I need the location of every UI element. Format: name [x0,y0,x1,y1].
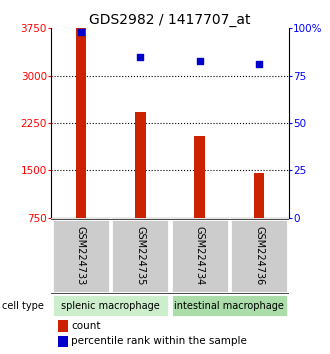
Bar [58,320,68,332]
Text: cell type: cell type [2,301,44,311]
Bar [171,218,229,293]
Text: GSM224736: GSM224736 [254,226,264,285]
Bar [52,218,110,293]
Text: intestinal macrophage: intestinal macrophage [175,301,284,311]
Text: count: count [71,321,101,331]
Title: GDS2982 / 1417707_at: GDS2982 / 1417707_at [89,13,251,27]
Text: GSM224734: GSM224734 [195,226,205,285]
Point [138,54,143,59]
Point [256,62,262,67]
Bar [230,218,288,293]
Text: GSM224735: GSM224735 [135,226,145,285]
Text: percentile rank within the sample: percentile rank within the sample [71,336,247,346]
Text: GSM224733: GSM224733 [76,226,86,285]
Bar [52,294,169,318]
Bar [171,294,288,318]
Bar [254,173,264,218]
Point [78,29,83,35]
Text: splenic macrophage: splenic macrophage [61,301,160,311]
Bar [135,112,146,218]
Bar [58,336,68,347]
Bar [194,136,205,218]
Bar [111,218,169,293]
Point [197,58,202,63]
Bar [76,28,86,218]
